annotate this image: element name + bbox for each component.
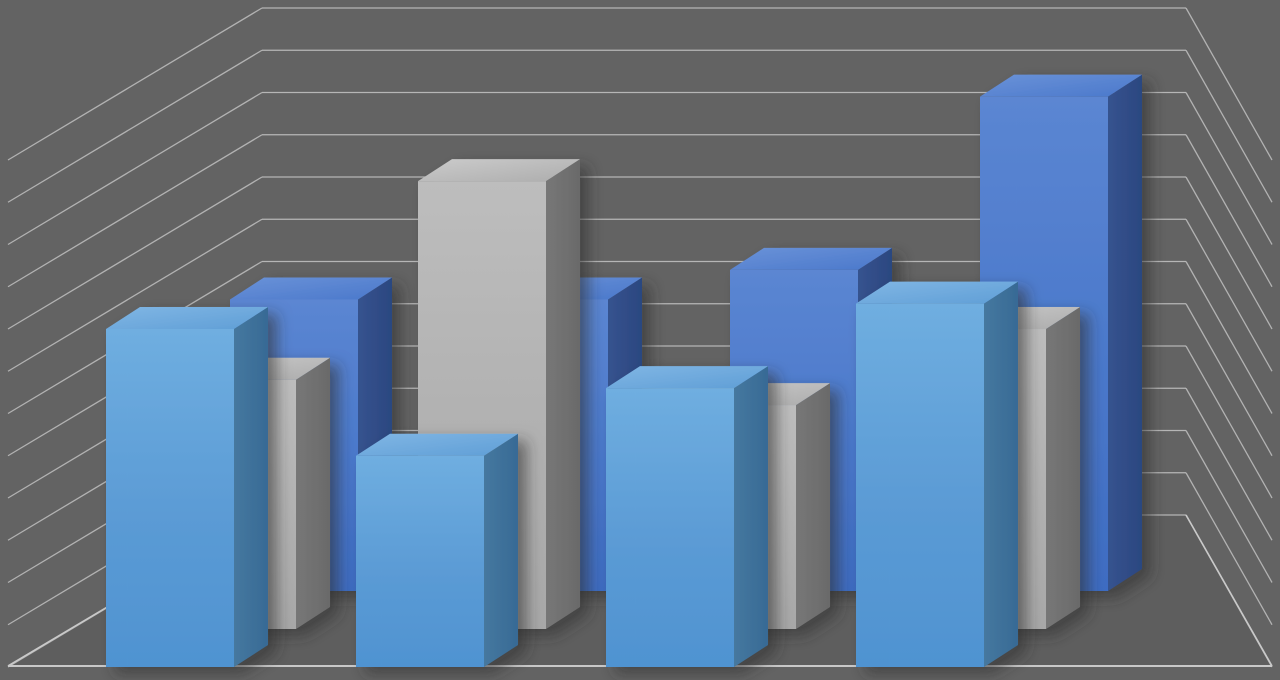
- bar-side-face: [234, 307, 268, 667]
- bar-side-face: [546, 159, 580, 629]
- bar-front-face: [606, 388, 734, 667]
- bar-1-2[interactable]: [356, 433, 518, 667]
- gridline-left-wall: [7, 91, 263, 246]
- bar-front-face: [106, 329, 234, 667]
- gridline-right-wall: [1185, 387, 1273, 541]
- bar-top-face: [856, 281, 1018, 304]
- gridline-left-wall: [7, 218, 263, 372]
- gridline-right-wall: [1185, 303, 1273, 457]
- gridline-right-wall: [1185, 218, 1273, 372]
- floor-right-edge: [1185, 514, 1273, 667]
- bar-1-3[interactable]: [606, 366, 768, 667]
- gridline-left-wall: [7, 176, 263, 330]
- gridline-left-wall: [7, 49, 263, 203]
- bar-side-face: [796, 383, 830, 629]
- bar-side-face: [1046, 307, 1080, 629]
- bar-side-face: [484, 433, 518, 667]
- gridline-left-wall: [7, 7, 263, 161]
- bar-group: [106, 74, 1142, 667]
- bar-top-face: [106, 307, 268, 329]
- bar-side-face: [734, 366, 768, 667]
- bar-1-1[interactable]: [106, 307, 268, 667]
- gridline-right-wall: [1185, 49, 1273, 203]
- bar-top-face: [230, 277, 392, 300]
- gridline-right-wall: [1185, 472, 1273, 626]
- bar-top-face: [730, 247, 892, 270]
- gridline-right-wall: [1185, 261, 1273, 414]
- bar-side-face: [1108, 74, 1142, 592]
- gridline-left-wall: [7, 134, 263, 288]
- gridline-right-wall: [1185, 430, 1273, 583]
- bar-top-face: [356, 433, 518, 456]
- gridline-right-wall: [1185, 134, 1273, 288]
- gridline-right-wall: [1185, 176, 1273, 330]
- bar-side-face: [296, 357, 330, 629]
- bar-front-face: [856, 303, 984, 667]
- gridline-right-wall: [1185, 345, 1273, 499]
- gridline-right-wall: [1185, 92, 1273, 245]
- bar-top-face: [418, 159, 580, 182]
- gridline-right-wall: [1185, 7, 1273, 161]
- bar-front-face: [356, 455, 484, 667]
- bar-1-4[interactable]: [856, 281, 1018, 667]
- bar-top-face: [980, 74, 1142, 97]
- bar-side-face: [984, 281, 1018, 667]
- bar-top-face: [606, 366, 768, 389]
